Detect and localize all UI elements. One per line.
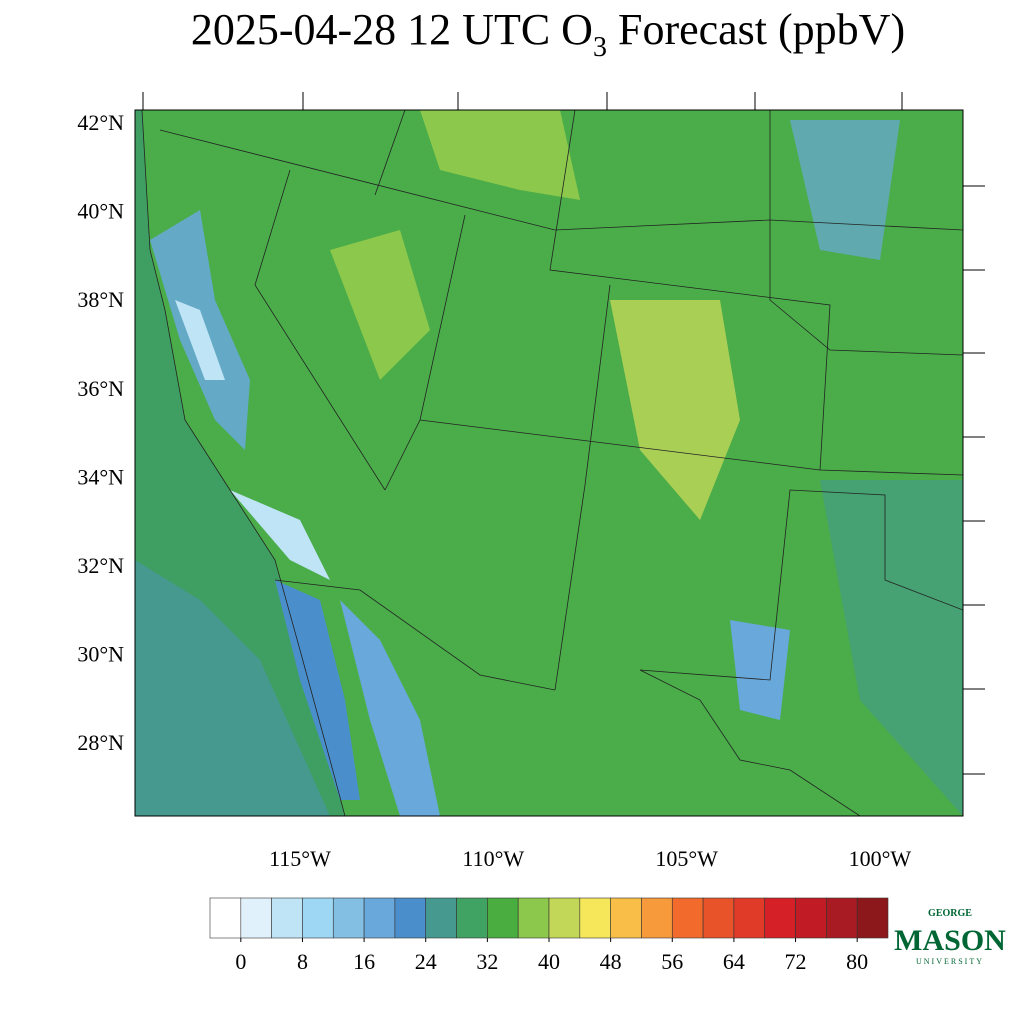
logo-top: GEORGE xyxy=(928,908,972,919)
colorbar-box xyxy=(548,897,581,939)
logo-bottom: UNIVERSITY xyxy=(916,957,984,966)
colorbar-label: 80 xyxy=(846,949,868,974)
lat-label: 30°N xyxy=(77,642,124,667)
lat-label: 36°N xyxy=(77,376,124,401)
colorbar-label: 24 xyxy=(415,949,437,974)
rockies-high xyxy=(610,300,740,520)
socal-low xyxy=(230,490,330,580)
colorbar-box xyxy=(610,897,642,939)
baja-coast xyxy=(275,580,360,800)
colorbar-box xyxy=(487,897,519,939)
colorbar-box xyxy=(332,897,365,939)
lat-label: 42°N xyxy=(77,110,124,135)
colorbar-label: 16 xyxy=(353,949,375,974)
colorbar-label: 8 xyxy=(297,949,308,974)
colorbar-box xyxy=(517,897,550,939)
lat-label: 38°N xyxy=(77,287,124,312)
texas-teal xyxy=(820,480,963,816)
colorbar-box xyxy=(209,897,242,939)
logo: GEORGE MASON UNIVERSITY xyxy=(894,908,1006,966)
title-subscript: 3 xyxy=(593,32,607,63)
borders xyxy=(141,110,963,816)
colorbar-label: 56 xyxy=(661,949,683,974)
northern-high xyxy=(420,110,580,200)
lon-label: 115°W xyxy=(269,846,331,871)
title: 2025-04-28 12 UTC O3 Forecast (ppbV) xyxy=(191,5,905,63)
colorbar-box xyxy=(856,897,889,939)
frame-ticks xyxy=(142,92,985,775)
colorbar-box xyxy=(579,897,611,939)
colorbar-box xyxy=(795,897,827,939)
gulf-california xyxy=(340,600,440,816)
colorbar-box xyxy=(671,897,704,939)
lat-label: 28°N xyxy=(77,730,124,755)
colorbar-label: 40 xyxy=(538,949,560,974)
colorbar-box xyxy=(764,897,796,939)
colorbar-box xyxy=(240,897,272,939)
logo-name: MASON xyxy=(894,924,1006,957)
lat-label: 34°N xyxy=(77,464,124,489)
great-basin xyxy=(330,230,430,380)
colorbar-box xyxy=(641,897,673,939)
colorbar-box xyxy=(302,897,334,939)
colorbar-box xyxy=(425,897,457,939)
colorbar-box xyxy=(733,897,766,939)
colorbar-box xyxy=(702,897,735,939)
central-valley-core xyxy=(175,300,225,380)
colorbar-label: 72 xyxy=(785,949,807,974)
lon-label: 100°W xyxy=(849,846,912,871)
colorbar-box xyxy=(456,897,488,939)
lat-label: 32°N xyxy=(77,553,124,578)
colorbar-box xyxy=(394,897,427,939)
colorbar-label: 48 xyxy=(600,949,622,974)
colorbar-box xyxy=(826,897,858,939)
colorbar-label: 64 xyxy=(723,949,745,974)
title-rest: Forecast (ppbV) xyxy=(607,5,905,54)
lat-label: 40°N xyxy=(77,199,124,224)
colorbar-label: 32 xyxy=(476,949,498,974)
colorbar-box xyxy=(271,897,303,939)
colorbar-box xyxy=(363,897,396,939)
ocean-teal xyxy=(135,560,330,816)
lon-label: 105°W xyxy=(655,846,718,871)
title-main: 2025-04-28 12 UTC O xyxy=(191,5,593,54)
colorbar-label: 0 xyxy=(235,949,246,974)
map-frame xyxy=(134,109,964,817)
texas-low xyxy=(730,620,790,720)
map xyxy=(134,92,985,817)
lon-label: 110°W xyxy=(462,846,524,871)
